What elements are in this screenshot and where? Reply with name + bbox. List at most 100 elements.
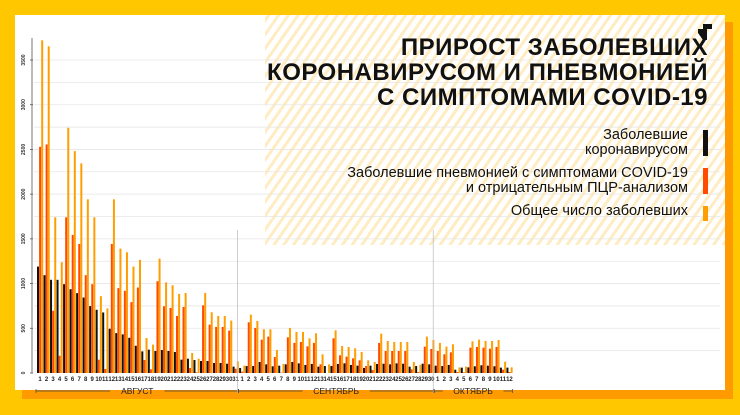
x-tick-label: 5	[462, 377, 466, 383]
y-tick-label: 2000	[21, 188, 27, 199]
bar-covid	[336, 363, 339, 373]
x-tick-label: 4	[58, 377, 62, 383]
bar-covid	[421, 363, 424, 373]
bar-total	[347, 346, 350, 373]
bar-covid	[134, 345, 137, 373]
bar-pneumonia	[130, 302, 133, 373]
x-tick-label: 21	[369, 377, 376, 383]
bar-covid	[369, 365, 372, 373]
bar-pneumonia	[136, 287, 139, 373]
legend-item-covid: Заболевшие коронавирусом	[558, 128, 708, 158]
bar-total	[171, 285, 174, 373]
bar-covid	[382, 363, 385, 373]
bar-covid	[186, 358, 189, 373]
bar-covid	[428, 364, 431, 373]
bar-total	[458, 367, 461, 373]
bar-total	[210, 312, 213, 373]
bar-total	[165, 282, 168, 373]
bar-pneumonia	[456, 372, 459, 373]
x-tick-label: 11	[304, 377, 311, 383]
bar-total	[438, 342, 441, 373]
x-tick-label: 24	[389, 377, 396, 383]
x-tick-label: 12	[310, 377, 317, 383]
month-label: ОКТЯБРЬ	[453, 386, 493, 396]
bar-covid	[389, 364, 392, 373]
bar-pneumonia	[221, 326, 224, 373]
y-tick-label: 2500	[21, 144, 27, 155]
bar-pneumonia	[410, 369, 413, 373]
x-tick-label: 10	[493, 377, 500, 383]
x-tick-label: 8	[286, 377, 290, 383]
x-tick-label: 15	[330, 377, 337, 383]
bar-pneumonia	[91, 284, 94, 373]
bar-total	[275, 350, 278, 373]
month-label: АВГУСТ	[121, 386, 153, 396]
x-tick-label: 6	[469, 377, 473, 383]
x-tick-label: 20	[363, 377, 370, 383]
bar-pneumonia	[488, 348, 491, 373]
bar-pneumonia	[189, 367, 192, 373]
bar-covid	[121, 334, 124, 373]
bar-covid	[76, 293, 79, 373]
bar-covid	[499, 367, 502, 373]
bar-pneumonia	[417, 372, 420, 373]
bar-covid	[102, 312, 105, 373]
x-tick-label: 24	[187, 377, 194, 383]
bar-covid	[213, 362, 216, 373]
x-tick-label: 8	[482, 377, 486, 383]
bar-covid	[160, 350, 163, 373]
bar-total	[302, 331, 304, 373]
bar-covid	[173, 351, 176, 373]
bar-covid	[232, 366, 235, 373]
bar-covid	[167, 351, 170, 373]
x-tick-label: 12	[506, 377, 513, 383]
bar-pneumonia	[371, 369, 374, 373]
legend-label: Заболевшие пневмонией с симптомами COVID…	[347, 165, 688, 196]
y-tick-label: 3000	[21, 99, 27, 110]
bar-pneumonia	[71, 234, 74, 373]
bar-pneumonia	[241, 371, 244, 373]
bar-pneumonia	[84, 275, 87, 373]
bar-pneumonia	[449, 352, 452, 373]
x-tick-label: 20	[161, 377, 168, 383]
x-tick-label: 29	[421, 377, 428, 383]
bar-total	[119, 248, 122, 373]
x-tick-label: 14	[121, 377, 128, 383]
bar-pneumonia	[97, 359, 100, 373]
bar-total	[504, 361, 507, 373]
bar-covid	[206, 361, 209, 373]
x-tick-label: 16	[134, 377, 141, 383]
x-tick-label: 4	[260, 377, 264, 383]
bar-total	[478, 339, 481, 373]
bar-covid	[284, 364, 287, 373]
bar-covid	[95, 309, 98, 373]
bar-pneumonia	[195, 372, 198, 373]
x-tick-label: 21	[167, 377, 174, 383]
bar-pneumonia	[293, 342, 296, 373]
bar-pneumonia	[202, 305, 205, 373]
chart-title: ПРИРОСТ ЗАБОЛЕВШИХ КОРОНАВИРУСОМ И ПНЕВМ…	[267, 35, 708, 110]
x-tick-label: 19	[154, 377, 161, 383]
bar-total	[308, 338, 311, 373]
legend: Заболевшие коронавирусом Заболевшие пнев…	[343, 128, 708, 227]
bar-pneumonia	[234, 368, 237, 373]
bar-pneumonia	[436, 351, 439, 373]
bar-covid	[154, 351, 157, 373]
bar-pneumonia	[384, 351, 387, 373]
bar-covid	[258, 362, 261, 373]
bar-total	[269, 329, 272, 373]
legend-label: Заболевшие коронавирусом	[584, 127, 688, 158]
bar-total	[360, 351, 363, 373]
bar-pneumonia	[312, 342, 315, 373]
bar-total	[465, 366, 467, 373]
bar-pneumonia	[365, 366, 368, 373]
bar-pneumonia	[104, 368, 107, 373]
bar-covid	[460, 367, 463, 373]
bar-total	[223, 315, 226, 373]
bar-total	[86, 199, 89, 373]
bar-total	[184, 292, 187, 373]
bar-total	[510, 367, 513, 373]
bar-total	[295, 331, 298, 373]
x-tick-label: 16	[337, 377, 344, 383]
x-tick-label: 10	[95, 377, 102, 383]
